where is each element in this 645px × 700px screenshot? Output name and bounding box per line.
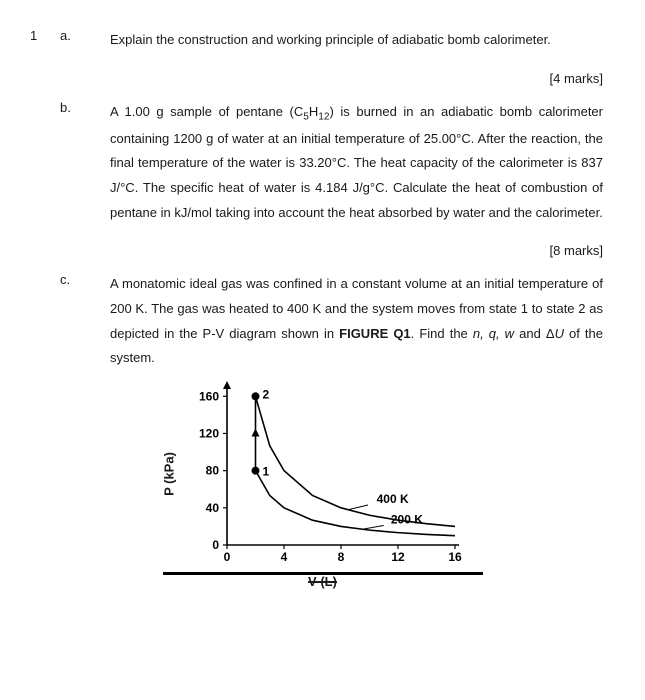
y-axis-label: P (kPa) xyxy=(161,452,176,496)
question-part-a: 1 a. Explain the construction and workin… xyxy=(30,28,615,53)
svg-text:0: 0 xyxy=(212,538,219,552)
svg-text:12: 12 xyxy=(391,550,405,564)
svg-text:400 K: 400 K xyxy=(376,492,408,506)
x-axis-label: V (L) xyxy=(308,574,337,589)
svg-text:4: 4 xyxy=(280,550,287,564)
svg-text:2: 2 xyxy=(262,387,269,401)
part-b-marks: [8 marks] xyxy=(30,243,615,258)
pv-diagram: P (kPa) 040801201600481216400 K200 K12 V… xyxy=(30,379,615,569)
chart-area: P (kPa) 040801201600481216400 K200 K12 V… xyxy=(183,379,463,569)
part-label-b: b. xyxy=(60,100,110,226)
svg-text:120: 120 xyxy=(198,427,218,441)
part-b-text: A 1.00 g sample of pentane (C5H12) is bu… xyxy=(110,100,615,226)
part-a-marks: [4 marks] xyxy=(30,71,615,86)
part-c-text: A monatomic ideal gas was confined in a … xyxy=(110,272,615,371)
svg-text:1: 1 xyxy=(262,465,269,479)
svg-text:40: 40 xyxy=(205,501,219,515)
pv-svg: 040801201600481216400 K200 K12 xyxy=(183,379,463,569)
svg-text:16: 16 xyxy=(448,550,462,564)
part-a-text: Explain the construction and working pri… xyxy=(110,28,615,53)
question-part-c: c. A monatomic ideal gas was confined in… xyxy=(30,272,615,371)
svg-text:8: 8 xyxy=(337,550,344,564)
question-part-b: b. A 1.00 g sample of pentane (C5H12) is… xyxy=(30,100,615,226)
part-label-a: a. xyxy=(60,28,110,53)
svg-text:0: 0 xyxy=(223,550,230,564)
question-number: 1 xyxy=(30,28,60,53)
x-underline xyxy=(163,572,483,575)
svg-text:80: 80 xyxy=(205,464,219,478)
svg-text:200 K: 200 K xyxy=(390,513,422,527)
part-label-c: c. xyxy=(60,272,110,371)
svg-text:160: 160 xyxy=(198,389,218,403)
